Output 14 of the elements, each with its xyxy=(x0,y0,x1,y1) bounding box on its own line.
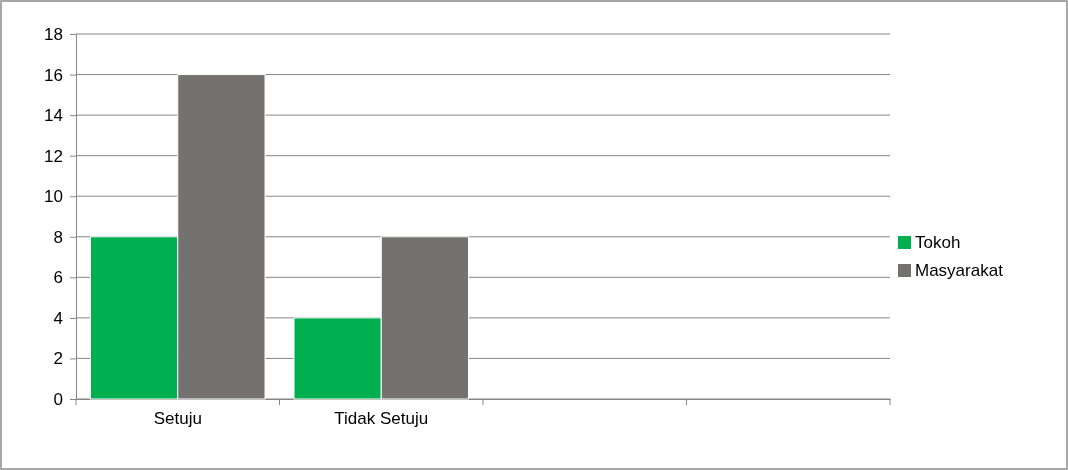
y-tick-label: 0 xyxy=(53,389,63,409)
x-tick-label: Setuju xyxy=(153,409,202,428)
y-tick-label: 8 xyxy=(53,227,63,247)
y-tick-label: 18 xyxy=(44,24,63,44)
y-tick-label: 2 xyxy=(53,349,63,369)
y-tick-label: 4 xyxy=(53,308,63,328)
legend-label: Tokoh xyxy=(915,233,961,252)
x-tick-label: Tidak Setuju xyxy=(334,409,429,428)
y-tick-label: 6 xyxy=(53,268,63,288)
legend-label: Masyarakat xyxy=(915,261,1004,280)
y-tick-label: 10 xyxy=(44,187,63,207)
y-tick-label: 16 xyxy=(44,65,63,85)
y-tick-label: 14 xyxy=(44,106,63,126)
y-tick-label: 12 xyxy=(44,146,63,166)
